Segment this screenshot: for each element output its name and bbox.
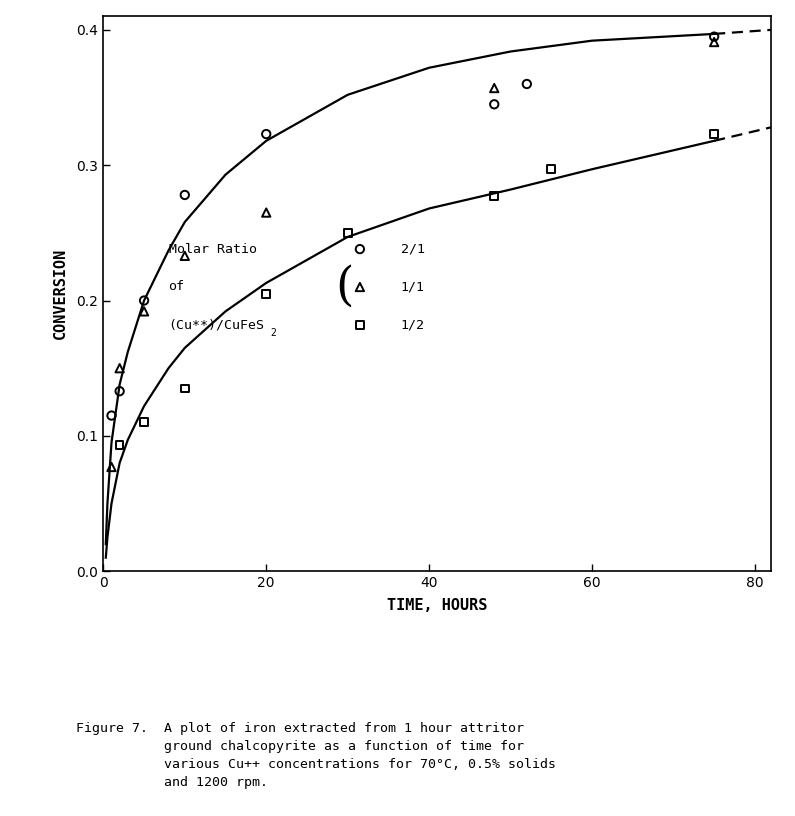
Point: [488, 190, 501, 203]
Text: (Cu**)/CuFeS: (Cu**)/CuFeS: [169, 318, 265, 331]
Point: [105, 409, 118, 422]
Text: 2: 2: [270, 328, 276, 338]
Point: [113, 361, 126, 375]
Point: [113, 384, 126, 397]
Text: of: of: [169, 281, 184, 294]
Text: (: (: [335, 264, 354, 309]
Point: [354, 281, 366, 294]
Text: 2/1: 2/1: [401, 242, 425, 255]
Point: [138, 294, 150, 307]
Point: [260, 127, 273, 140]
Text: Molar Ratio: Molar Ratio: [169, 242, 257, 255]
Point: [354, 318, 366, 331]
Point: [545, 162, 557, 175]
Point: [708, 36, 720, 49]
Point: [341, 226, 354, 239]
Point: [105, 460, 118, 473]
Point: [113, 439, 126, 452]
Point: [708, 30, 720, 43]
Text: 1/2: 1/2: [401, 318, 425, 331]
Point: [708, 127, 720, 140]
Text: 1/1: 1/1: [401, 281, 425, 294]
Point: [521, 78, 533, 91]
Point: [488, 98, 501, 111]
Point: [178, 382, 191, 395]
Point: [260, 206, 273, 219]
Point: [488, 82, 501, 95]
Point: [178, 188, 191, 202]
Point: [178, 250, 191, 263]
Y-axis label: CONVERSION: CONVERSION: [53, 248, 68, 339]
Point: [138, 416, 150, 429]
X-axis label: TIME, HOURS: TIME, HOURS: [387, 598, 487, 614]
Point: [354, 242, 366, 255]
Point: [260, 287, 273, 300]
Text: Figure 7.  A plot of iron extracted from 1 hour attritor
           ground chalc: Figure 7. A plot of iron extracted from …: [76, 722, 556, 789]
Point: [138, 305, 150, 318]
